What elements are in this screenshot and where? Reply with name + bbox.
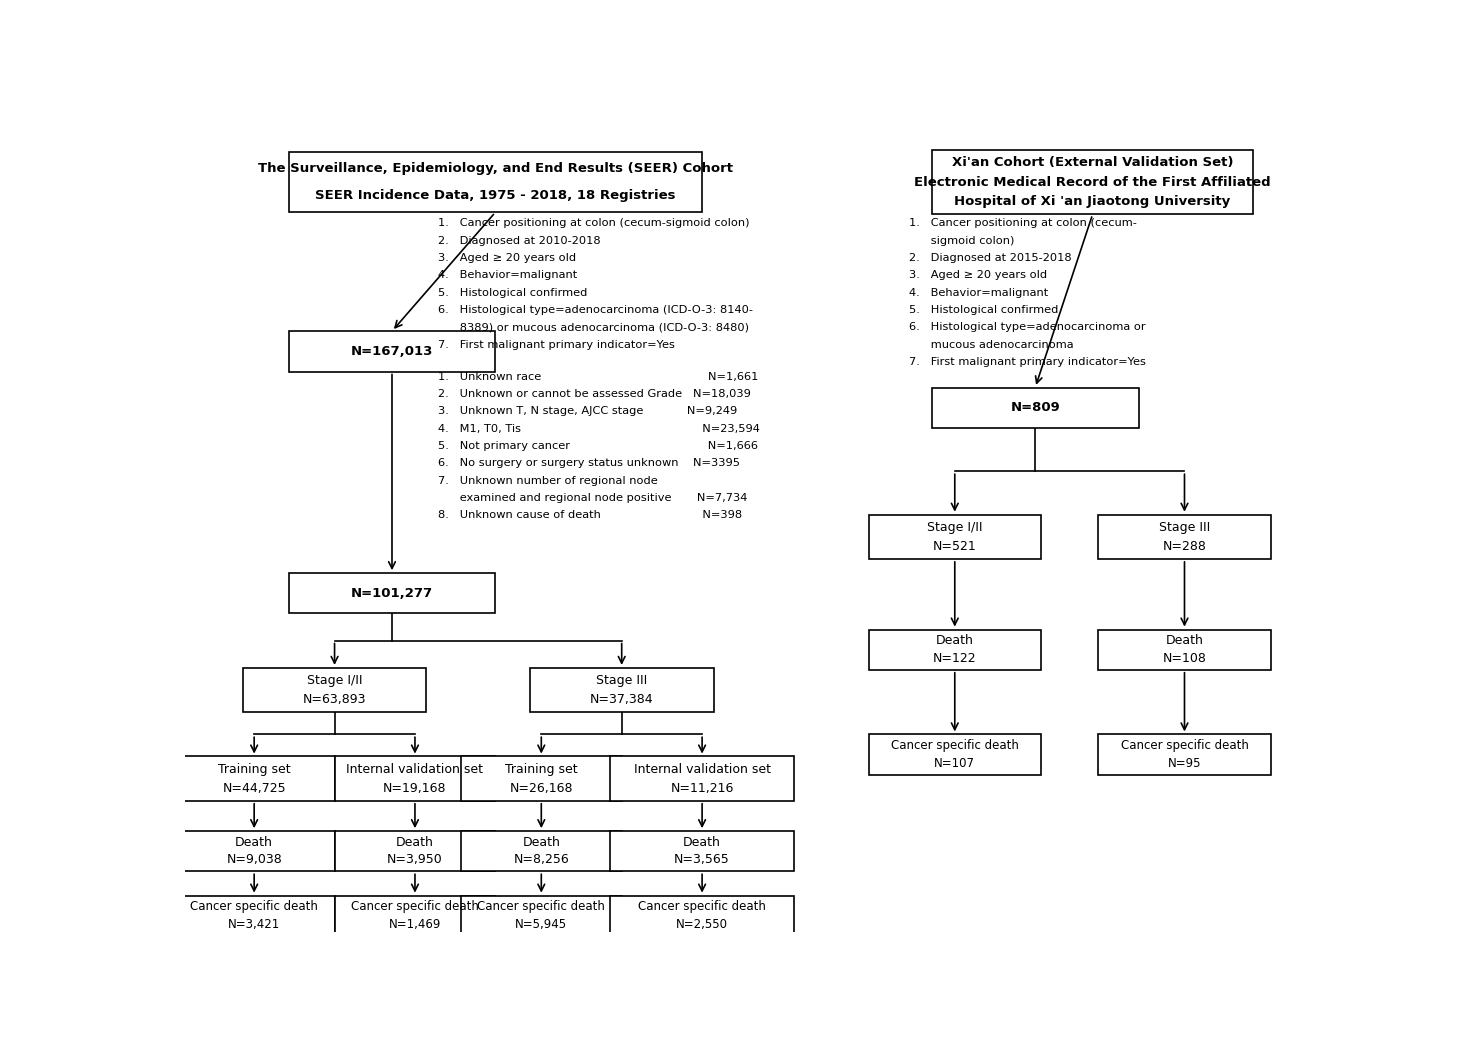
Bar	[461, 895, 621, 936]
Text: 1.   Unknown race                                              N=1,661: 1. Unknown race N=1,661	[439, 372, 759, 381]
Text: N=167,013: N=167,013	[351, 344, 433, 358]
Text: SEER Incidence Data, 1975 - 2018, 18 Registries: SEER Incidence Data, 1975 - 2018, 18 Reg…	[316, 188, 676, 202]
Text: Death: Death	[522, 836, 560, 849]
Text: Stage I/II: Stage I/II	[928, 520, 983, 534]
Bar	[289, 331, 495, 372]
Text: examined and regional node positive       N=7,734: examined and regional node positive N=7,…	[439, 493, 747, 503]
Text: Cancer specific death: Cancer specific death	[891, 739, 1018, 752]
Text: Stage I/II: Stage I/II	[307, 674, 362, 687]
Bar	[932, 387, 1138, 428]
Text: Cancer specific death: Cancer specific death	[477, 900, 605, 913]
Text: The Surveillance, Epidemiology, and End Results (SEER) Cohort: The Surveillance, Epidemiology, and End …	[258, 162, 734, 176]
Bar	[611, 757, 794, 801]
Bar	[531, 668, 714, 712]
Text: Xi'an Cohort (External Validation Set): Xi'an Cohort (External Validation Set)	[951, 156, 1233, 169]
Text: N=8,256: N=8,256	[513, 853, 569, 867]
Bar	[173, 895, 335, 936]
Text: N=809: N=809	[1011, 401, 1060, 415]
Text: Death: Death	[396, 836, 434, 849]
Text: N=11,216: N=11,216	[670, 782, 734, 795]
Text: N=44,725: N=44,725	[222, 782, 286, 795]
Text: N=95: N=95	[1168, 757, 1202, 770]
Text: Electronic Medical Record of the First Affiliated: Electronic Medical Record of the First A…	[914, 176, 1272, 188]
Text: 2.   Diagnosed at 2010-2018: 2. Diagnosed at 2010-2018	[439, 236, 600, 246]
Text: 3.   Aged ≥ 20 years old: 3. Aged ≥ 20 years old	[908, 270, 1046, 281]
Bar	[868, 629, 1040, 670]
Text: 4.   Behavior=malignant: 4. Behavior=malignant	[439, 270, 576, 281]
Text: Training set: Training set	[218, 762, 290, 776]
Bar	[1098, 734, 1270, 775]
Text: N=2,550: N=2,550	[676, 918, 728, 931]
Text: 2.   Unknown or cannot be assessed Grade   N=18,039: 2. Unknown or cannot be assessed Grade N…	[439, 388, 751, 399]
Text: 4.   M1, T0, Tis                                                  N=23,594: 4. M1, T0, Tis N=23,594	[439, 424, 760, 433]
Text: 1.   Cancer positioning at colon (cecum-: 1. Cancer positioning at colon (cecum-	[908, 219, 1137, 228]
Text: N=521: N=521	[932, 540, 977, 553]
Text: 7.   First malignant primary indicator=Yes: 7. First malignant primary indicator=Yes	[439, 339, 674, 350]
Bar	[461, 831, 621, 871]
Text: Internal validation set: Internal validation set	[634, 762, 771, 776]
Text: Death: Death	[236, 836, 273, 849]
Text: Cancer specific death: Cancer specific death	[351, 900, 479, 913]
Text: Death: Death	[683, 836, 722, 849]
Bar	[173, 831, 335, 871]
Text: N=108: N=108	[1162, 652, 1206, 665]
Bar	[1098, 515, 1270, 559]
Bar	[461, 757, 621, 801]
Text: 7.   Unknown number of regional node: 7. Unknown number of regional node	[439, 475, 658, 486]
Text: 6.   Histological type=adenocarcinoma or: 6. Histological type=adenocarcinoma or	[908, 322, 1146, 332]
Text: N=19,168: N=19,168	[384, 782, 446, 795]
Text: N=101,277: N=101,277	[351, 586, 433, 600]
Bar	[932, 150, 1254, 215]
Text: Stage III: Stage III	[1159, 520, 1211, 534]
Bar	[243, 668, 427, 712]
Text: sigmoid colon): sigmoid colon)	[908, 236, 1014, 246]
Text: Death: Death	[935, 634, 974, 647]
Text: 8389) or mucous adenocarcinoma (ICD-O-3: 8480): 8389) or mucous adenocarcinoma (ICD-O-3:…	[439, 322, 748, 332]
Bar	[868, 515, 1040, 559]
Text: 3.   Aged ≥ 20 years old: 3. Aged ≥ 20 years old	[439, 253, 576, 263]
Text: Hospital of Xi 'an Jiaotong University: Hospital of Xi 'an Jiaotong University	[954, 195, 1230, 208]
Bar	[611, 895, 794, 936]
Text: 3.   Unknown T, N stage, AJCC stage            N=9,249: 3. Unknown T, N stage, AJCC stage N=9,24…	[439, 406, 737, 417]
Text: Stage III: Stage III	[596, 674, 648, 687]
Text: 6.   No surgery or surgery status unknown    N=3395: 6. No surgery or surgery status unknown …	[439, 459, 740, 468]
Text: Cancer specific death: Cancer specific death	[639, 900, 766, 913]
Text: N=3,421: N=3,421	[228, 918, 280, 931]
Text: 4.   Behavior=malignant: 4. Behavior=malignant	[908, 288, 1048, 297]
Text: N=9,038: N=9,038	[227, 853, 282, 867]
Text: mucous adenocarcinoma: mucous adenocarcinoma	[908, 339, 1073, 350]
Bar	[868, 734, 1040, 775]
Text: Death: Death	[1165, 634, 1203, 647]
Text: Training set: Training set	[505, 762, 578, 776]
Text: 8.   Unknown cause of death                            N=398: 8. Unknown cause of death N=398	[439, 510, 742, 520]
Text: N=63,893: N=63,893	[302, 693, 366, 706]
Text: 5.   Histological confirmed: 5. Histological confirmed	[908, 305, 1058, 315]
Bar	[173, 757, 335, 801]
Bar	[335, 757, 495, 801]
Bar	[289, 573, 495, 614]
Bar	[611, 831, 794, 871]
Text: N=288: N=288	[1162, 540, 1206, 553]
Text: 6.   Histological type=adenocarcinoma (ICD-O-3: 8140-: 6. Histological type=adenocarcinoma (ICD…	[439, 305, 753, 315]
Text: 2.   Diagnosed at 2015-2018: 2. Diagnosed at 2015-2018	[908, 253, 1071, 263]
Text: N=37,384: N=37,384	[590, 693, 654, 706]
Text: 7.   First malignant primary indicator=Yes: 7. First malignant primary indicator=Yes	[908, 357, 1146, 367]
Text: N=3,565: N=3,565	[674, 853, 731, 867]
Bar	[1098, 629, 1270, 670]
Text: N=107: N=107	[934, 757, 975, 770]
Text: N=122: N=122	[934, 652, 977, 665]
Text: Internal validation set: Internal validation set	[347, 762, 483, 776]
Text: 1.   Cancer positioning at colon (cecum-sigmoid colon): 1. Cancer positioning at colon (cecum-si…	[439, 219, 750, 228]
Text: N=1,469: N=1,469	[388, 918, 442, 931]
Text: N=26,168: N=26,168	[510, 782, 574, 795]
Text: N=5,945: N=5,945	[516, 918, 568, 931]
Bar	[335, 895, 495, 936]
Text: Cancer specific death: Cancer specific death	[1120, 739, 1248, 752]
Text: Cancer specific death: Cancer specific death	[190, 900, 319, 913]
Bar	[335, 831, 495, 871]
Text: 5.   Histological confirmed: 5. Histological confirmed	[439, 288, 587, 297]
Text: 5.   Not primary cancer                                      N=1,666: 5. Not primary cancer N=1,666	[439, 441, 757, 451]
Text: N=3,950: N=3,950	[387, 853, 443, 867]
Bar	[289, 152, 702, 213]
